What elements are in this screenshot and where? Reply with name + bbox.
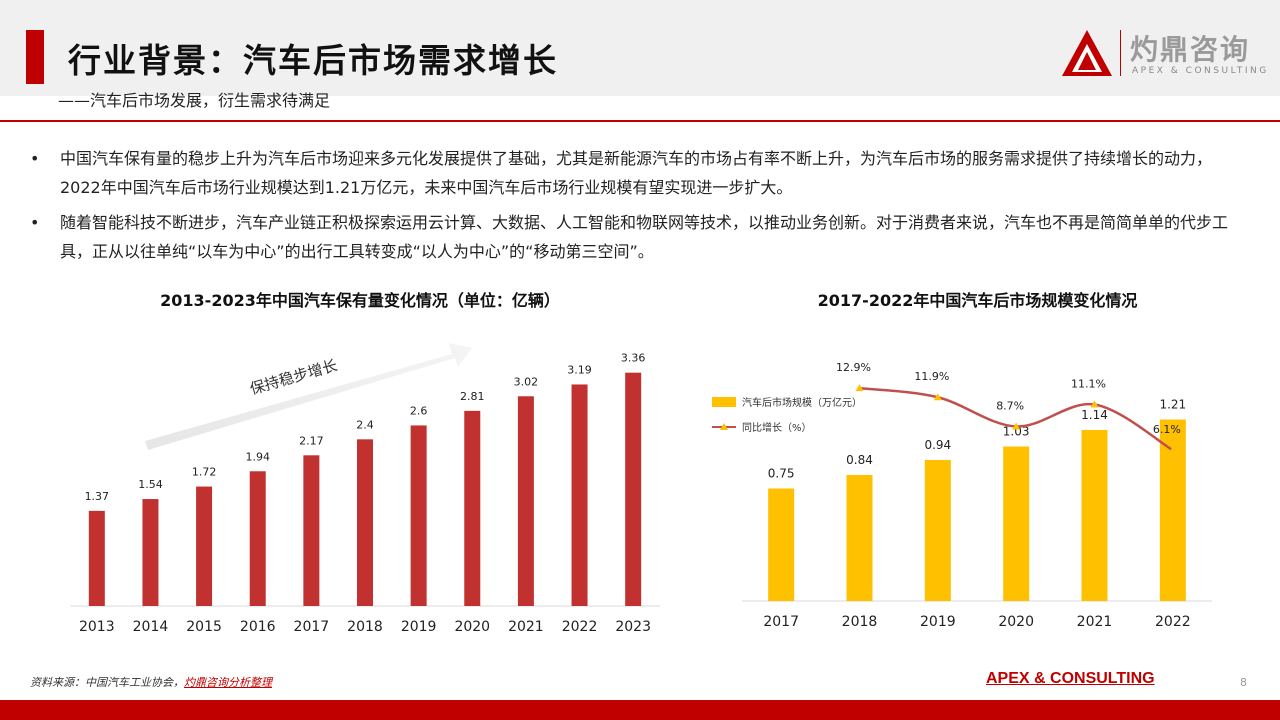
data-label: 1.54	[138, 478, 163, 491]
source-link[interactable]: 灼鼎咨询分析整理	[184, 676, 272, 689]
bullet-dot-icon: •	[30, 213, 40, 232]
aftermarket-size-chart: 汽车后市场规模（万亿元） 同比增长（%） 0.75 2017 0.84 2018 0.9…	[712, 361, 1212, 630]
data-label: 1.94	[245, 450, 270, 463]
bar	[571, 384, 588, 606]
data-label: 1.72	[192, 466, 217, 479]
x-tick-label: 2020	[454, 619, 490, 635]
data-label: 1.21	[1159, 398, 1186, 412]
data-label: 1.03	[1003, 425, 1030, 439]
x-tick-label: 2023	[615, 619, 651, 635]
x-tick-label: 2017	[763, 614, 799, 630]
x-tick-label: 2019	[920, 614, 956, 630]
x-tick-label: 2018	[842, 614, 878, 630]
growth-label: 11.9%	[914, 370, 949, 383]
growth-label: 6.1%	[1153, 423, 1181, 436]
bar	[464, 410, 481, 606]
x-tick-label: 2014	[133, 619, 169, 635]
data-label: 3.02	[514, 375, 539, 388]
bar	[196, 486, 213, 606]
logo-divider	[1120, 30, 1121, 76]
bullet-item: • 随着智能科技不断进步，汽车产业链正积极探索运用云计算、大数据、人工智能和物联…	[30, 208, 1250, 266]
data-label: 2.17	[299, 434, 324, 447]
legend-swatch-bar	[712, 397, 736, 407]
title-accent-bar	[26, 30, 44, 84]
bar	[1003, 446, 1030, 601]
logo-subtitle: APEX & CONSULTING	[1132, 66, 1269, 76]
data-label: 0.84	[846, 453, 873, 467]
bar	[924, 460, 951, 601]
growth-line	[859, 386, 1174, 452]
page-number: 8	[1240, 676, 1247, 689]
data-label: 3.36	[621, 352, 646, 365]
growth-label: 11.1%	[1071, 378, 1106, 391]
bar	[625, 372, 642, 606]
bar	[249, 471, 266, 606]
growth-arrow	[145, 343, 472, 450]
x-tick-label: 2022	[562, 619, 598, 635]
bar	[357, 439, 373, 606]
legend-marker-icon	[720, 423, 728, 430]
x-tick-label: 2022	[1155, 614, 1191, 630]
x-tick-label: 2017	[294, 619, 330, 635]
data-label: 2.6	[410, 404, 428, 417]
x-tick-label: 2016	[240, 619, 276, 635]
source-prefix: 资料来源：中国汽车工业协会，	[30, 676, 184, 689]
x-tick-label: 2013	[79, 619, 115, 635]
x-tick-label: 2020	[998, 614, 1034, 630]
line-marker	[1168, 446, 1177, 454]
bullet-item: • 中国汽车保有量的稳步上升为汽车后市场迎来多元化发展提供了基础，尤其是新能源汽…	[30, 144, 1250, 202]
x-tick-label: 2019	[401, 619, 437, 635]
bar	[88, 510, 105, 606]
vehicle-ownership-chart: 保持稳步增长 1.3720131.5420141.7220151.9420162…	[70, 343, 660, 635]
data-label: 2.81	[460, 390, 485, 403]
x-tick-label: 2021	[508, 619, 544, 635]
footer-brand-link[interactable]: APEX & CONSULTING	[986, 670, 1155, 687]
source-note: 资料来源：中国汽车工业协会，灼鼎咨询分析整理	[30, 674, 272, 690]
line-marker	[1012, 422, 1021, 430]
brand-logo: 灼鼎咨询 APEX & CONSULTING	[1060, 24, 1266, 84]
right-chart-title: 2017-2022年中国汽车后市场规模变化情况	[817, 291, 1138, 310]
header-divider	[0, 120, 1280, 122]
page-title: 行业背景：汽车后市场需求增长	[68, 41, 558, 80]
line-marker	[855, 384, 864, 392]
data-label: 1.14	[1081, 408, 1108, 422]
line-marker	[1090, 400, 1099, 408]
bar	[410, 425, 427, 606]
data-label: 2.4	[356, 418, 374, 431]
header-band	[0, 0, 1280, 96]
x-tick-label: 2015	[186, 619, 222, 635]
bar	[142, 499, 159, 606]
x-tick-label: 2021	[1077, 614, 1113, 630]
data-label: 0.94	[924, 438, 951, 452]
bar	[517, 396, 534, 606]
left-chart-title: 2013-2023年中国汽车保有量变化情况（单位：亿辆）	[160, 291, 560, 310]
line-marker	[933, 393, 942, 401]
legend-label: 汽车后市场规模（万亿元）	[742, 396, 862, 409]
bar	[303, 455, 320, 606]
bar	[768, 488, 795, 601]
legend-label: 同比增长（%）	[742, 421, 812, 434]
bar	[1081, 430, 1108, 601]
data-label: 0.75	[768, 467, 795, 481]
growth-label: 12.9%	[836, 361, 871, 374]
bullet-dot-icon: •	[30, 149, 40, 168]
data-label: 1.37	[85, 490, 110, 503]
chart-legend: 汽车后市场规模（万亿元） 同比增长（%）	[712, 396, 862, 434]
bullet-text: 中国汽车保有量的稳步上升为汽车后市场迎来多元化发展提供了基础，尤其是新能源汽车的…	[60, 149, 1213, 197]
bullet-list: • 中国汽车保有量的稳步上升为汽车后市场迎来多元化发展提供了基础，尤其是新能源汽…	[30, 144, 1250, 272]
logo-triangle-icon	[1062, 30, 1112, 76]
data-label: 3.19	[567, 363, 592, 376]
logo-name: 灼鼎咨询	[1130, 33, 1251, 66]
footer-bar	[0, 700, 1280, 720]
x-tick-label: 2018	[347, 619, 383, 635]
bar	[846, 475, 873, 601]
page-subtitle: ——汽车后市场发展，衍生需求待满足	[58, 91, 331, 110]
growth-label: 8.7%	[996, 399, 1024, 412]
bullet-text: 随着智能科技不断进步，汽车产业链正积极探索运用云计算、大数据、人工智能和物联网等…	[60, 213, 1229, 261]
